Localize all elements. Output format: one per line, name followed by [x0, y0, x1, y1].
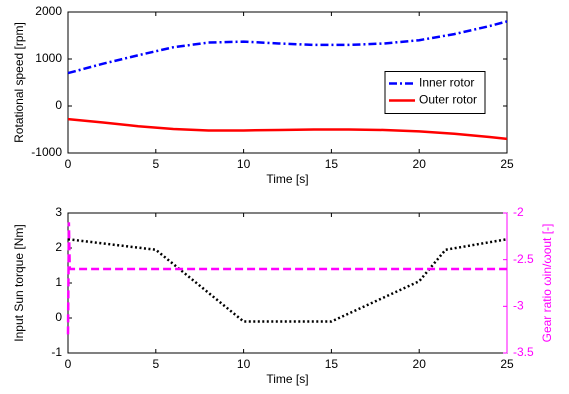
x-tick-label: 5: [152, 357, 159, 371]
x-axis-label: Time [s]: [266, 372, 308, 386]
data-line: [67, 117, 508, 141]
axes-box: [67, 11, 508, 154]
x-tick-label: 15: [325, 157, 339, 171]
x-tick-label: 0: [65, 357, 72, 371]
y-tick-label: 1000: [35, 51, 62, 65]
y-tick-label: 0: [55, 98, 62, 112]
y-tick-label: 1: [55, 275, 62, 289]
y-tick-label: -1000: [31, 145, 62, 159]
data-line: [67, 20, 508, 75]
y2-tick-label: -3: [513, 299, 524, 313]
x-tick-label: 10: [237, 157, 251, 171]
x-tick-label: 5: [152, 157, 159, 171]
x-tick-label: 10: [237, 357, 251, 371]
y-tick-label: 2000: [35, 4, 62, 18]
y-tick-label: 0: [55, 310, 62, 324]
y-tick-label: -1: [51, 345, 62, 359]
data-line: [67, 238, 508, 323]
legend-label: Inner rotor: [419, 76, 474, 90]
x-tick-label: 15: [325, 357, 339, 371]
x-tick-label: 20: [413, 357, 427, 371]
x-tick-label: 20: [413, 157, 427, 171]
x-tick-label: 0: [65, 157, 72, 171]
data-line: [66, 222, 507, 335]
y-tick-label: 2: [55, 240, 62, 254]
y-tick-label: 3: [55, 205, 62, 219]
x-tick-label: 25: [500, 157, 514, 171]
legend-label: Outer rotor: [419, 93, 477, 107]
x-tick-label: 25: [500, 357, 514, 371]
axes-box: [67, 212, 508, 354]
y2-tick-label: -2: [513, 205, 524, 219]
y-axis-label: Rotational speed [rpm]: [12, 22, 26, 143]
y-axis-label: Input Sun torque [Nm]: [12, 224, 26, 341]
x-axis-label: Time [s]: [266, 172, 308, 186]
y2-tick-label: -3.5: [513, 345, 534, 359]
y2-tick-label: -2.5: [513, 252, 534, 266]
legend-box: [384, 71, 486, 114]
y2-axis-label: Gear ratio ωin/ωout [-]: [540, 224, 554, 343]
